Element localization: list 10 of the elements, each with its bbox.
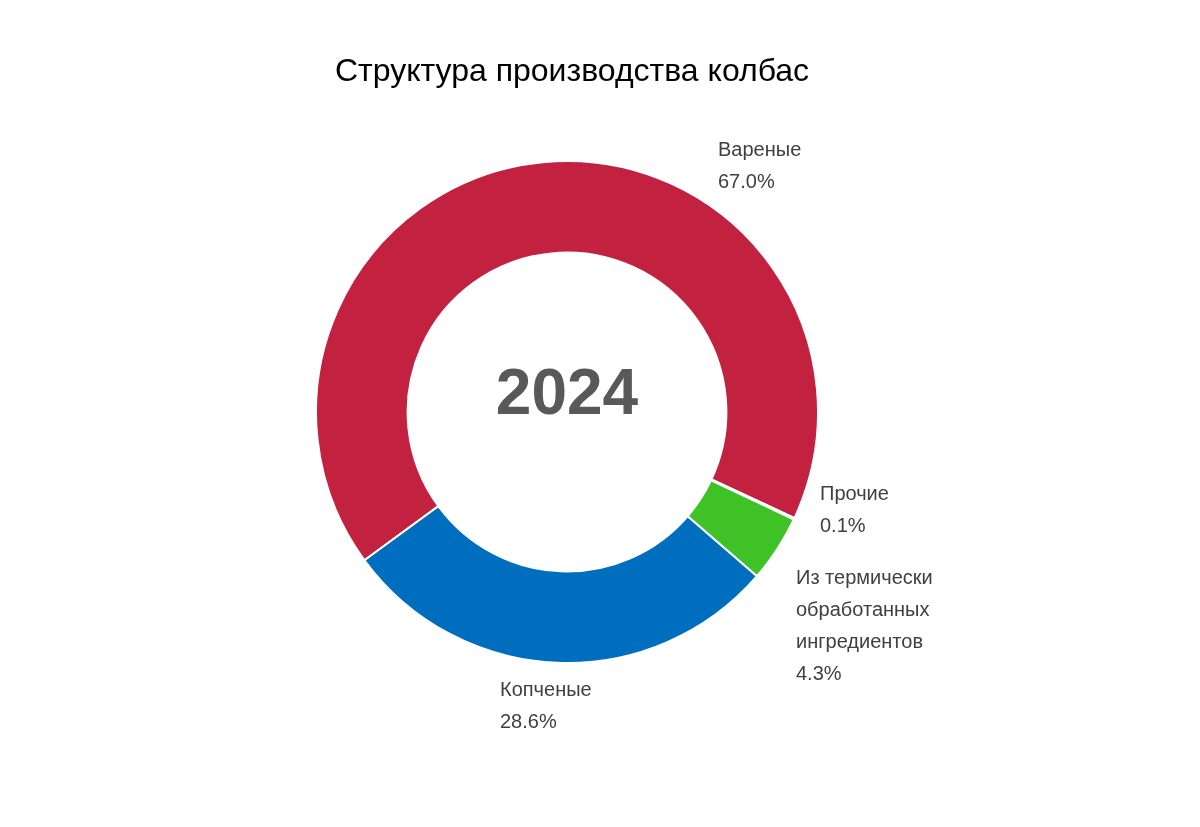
slice-label: Прочие	[820, 481, 889, 504]
data-label: 67.0%	[718, 169, 775, 192]
slice-label: Из термически обработанных ингредиентов	[796, 565, 933, 652]
data-label: 0.1%	[820, 513, 866, 536]
chart-title: Структура производства колбас	[334, 51, 810, 88]
data-label: 28.6%	[500, 709, 557, 732]
slice-label: Копченые	[500, 677, 592, 700]
text: 2024	[495, 355, 639, 428]
slice-label: Вареные	[718, 137, 802, 160]
data-label: 4.3%	[796, 661, 842, 684]
